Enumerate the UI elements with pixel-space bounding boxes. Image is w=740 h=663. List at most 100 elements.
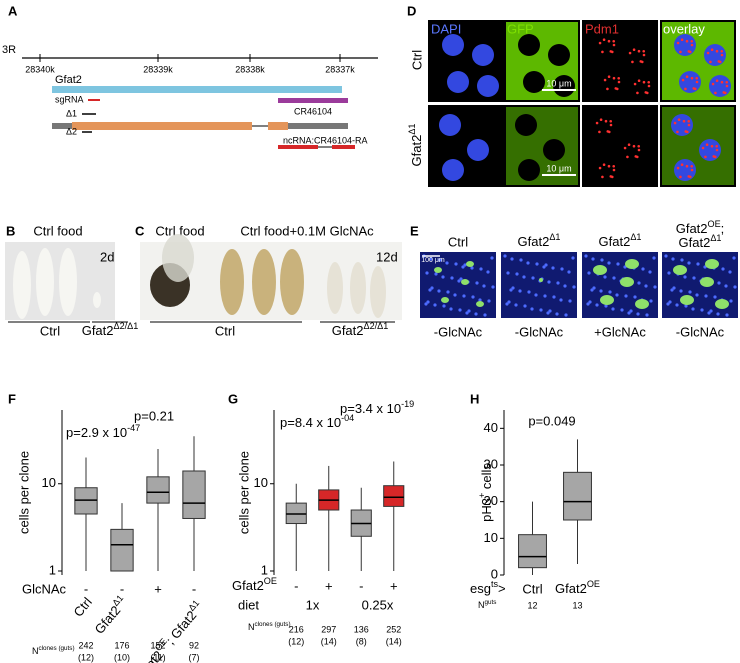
nucleus [688,290,692,294]
y-tick-label: 10 [254,475,268,490]
label: Gfat2Δ2/Δ1 [332,321,389,338]
label: -GlcNAc [434,324,483,339]
label: Ctrl [522,581,542,596]
label: 10 μm [546,163,571,173]
nucleus [679,289,683,293]
nucleus [477,75,499,97]
pdm1-dot [685,39,689,43]
pdm1-dot [602,163,606,167]
pdm1-dot [647,80,651,84]
label: - [359,578,363,593]
text-part: Δ1 [630,232,641,242]
label: Gfat2Δ2/Δ1 [82,321,139,338]
nucleus [724,284,728,288]
larva [350,262,366,314]
nucleus [627,311,631,315]
box [182,470,206,519]
nucleus [471,295,475,299]
pdm1-dot [602,38,606,42]
label: CR46104 [294,106,332,116]
pdm1-dot [598,41,602,45]
clone [600,295,614,305]
label: + [390,578,398,593]
nucleus [486,270,490,274]
nucleus [509,288,513,292]
nucleus [425,271,429,275]
pdm1-dot [612,164,616,168]
label: Nclones (guts) [248,621,291,632]
nucleus [729,299,733,303]
larva [13,251,31,319]
clone [700,277,714,287]
nucleus [616,262,620,266]
nucleus [707,311,711,315]
nucleus [539,308,543,312]
pdm1-dot [632,48,636,52]
box [110,528,134,572]
nucleus [716,312,720,316]
nucleus [461,265,465,269]
pdm1-dot [676,41,680,45]
text-part: clones (guts) [39,645,75,652]
pdm1-dot [715,144,719,148]
pdm1-dot [601,50,604,54]
label: - [192,581,196,596]
label: p=0.21 [134,408,174,423]
nucleus [564,313,568,317]
nucleus [426,300,430,304]
label: G [228,391,238,406]
pdm1-dot [627,143,631,147]
label: 297 [321,624,336,634]
nucleus [588,300,592,304]
pdm1-dot [715,49,719,53]
nucleus [454,262,458,266]
pupa [220,249,244,315]
larva [59,248,77,316]
nucleus [544,263,548,267]
label: (14) [321,636,337,646]
nucleus [474,312,478,316]
label: 100 μm [421,257,445,264]
nucleus [696,262,700,266]
y-axis-label: cells per clone [16,451,31,534]
text-part: + [477,493,487,498]
nucleus [523,304,527,308]
text-part: Δ2/Δ1 [364,321,389,331]
nucleus [433,303,437,307]
pdm1-dot [603,78,607,82]
pdm1-dot [688,175,692,179]
clone [593,265,607,275]
nucleus [692,276,696,280]
pdm1-dot [682,119,686,123]
label: 152 [150,640,165,650]
nucleus [430,286,434,290]
clone [680,295,694,305]
nucleus [429,257,433,261]
nucleus [491,285,495,289]
clone [715,299,729,309]
label: -GlcNAc [515,324,564,339]
text-part: OE [708,219,721,229]
pdm1-dot [598,166,602,170]
exon [268,122,288,130]
nucleus [670,288,674,292]
pdm1-dot [609,123,613,127]
nucleus [674,34,696,56]
clone [705,259,719,269]
nucleus [591,257,595,261]
nucleus-hole [548,44,570,66]
nucleus [506,271,510,275]
nucleus [458,308,462,312]
label: p=2.9 x 10-47 [66,423,140,440]
pdm1-dot [688,50,692,54]
label: Gfat2Δ1 [599,232,642,249]
pdm1-dot [615,87,619,91]
larva [36,248,54,316]
label: B [6,223,15,238]
nucleus [487,299,491,303]
nucleus [607,261,611,265]
pdm1-dot [607,75,611,79]
nucleus [442,304,446,308]
label: (8) [356,636,367,646]
nucleus [608,290,612,294]
